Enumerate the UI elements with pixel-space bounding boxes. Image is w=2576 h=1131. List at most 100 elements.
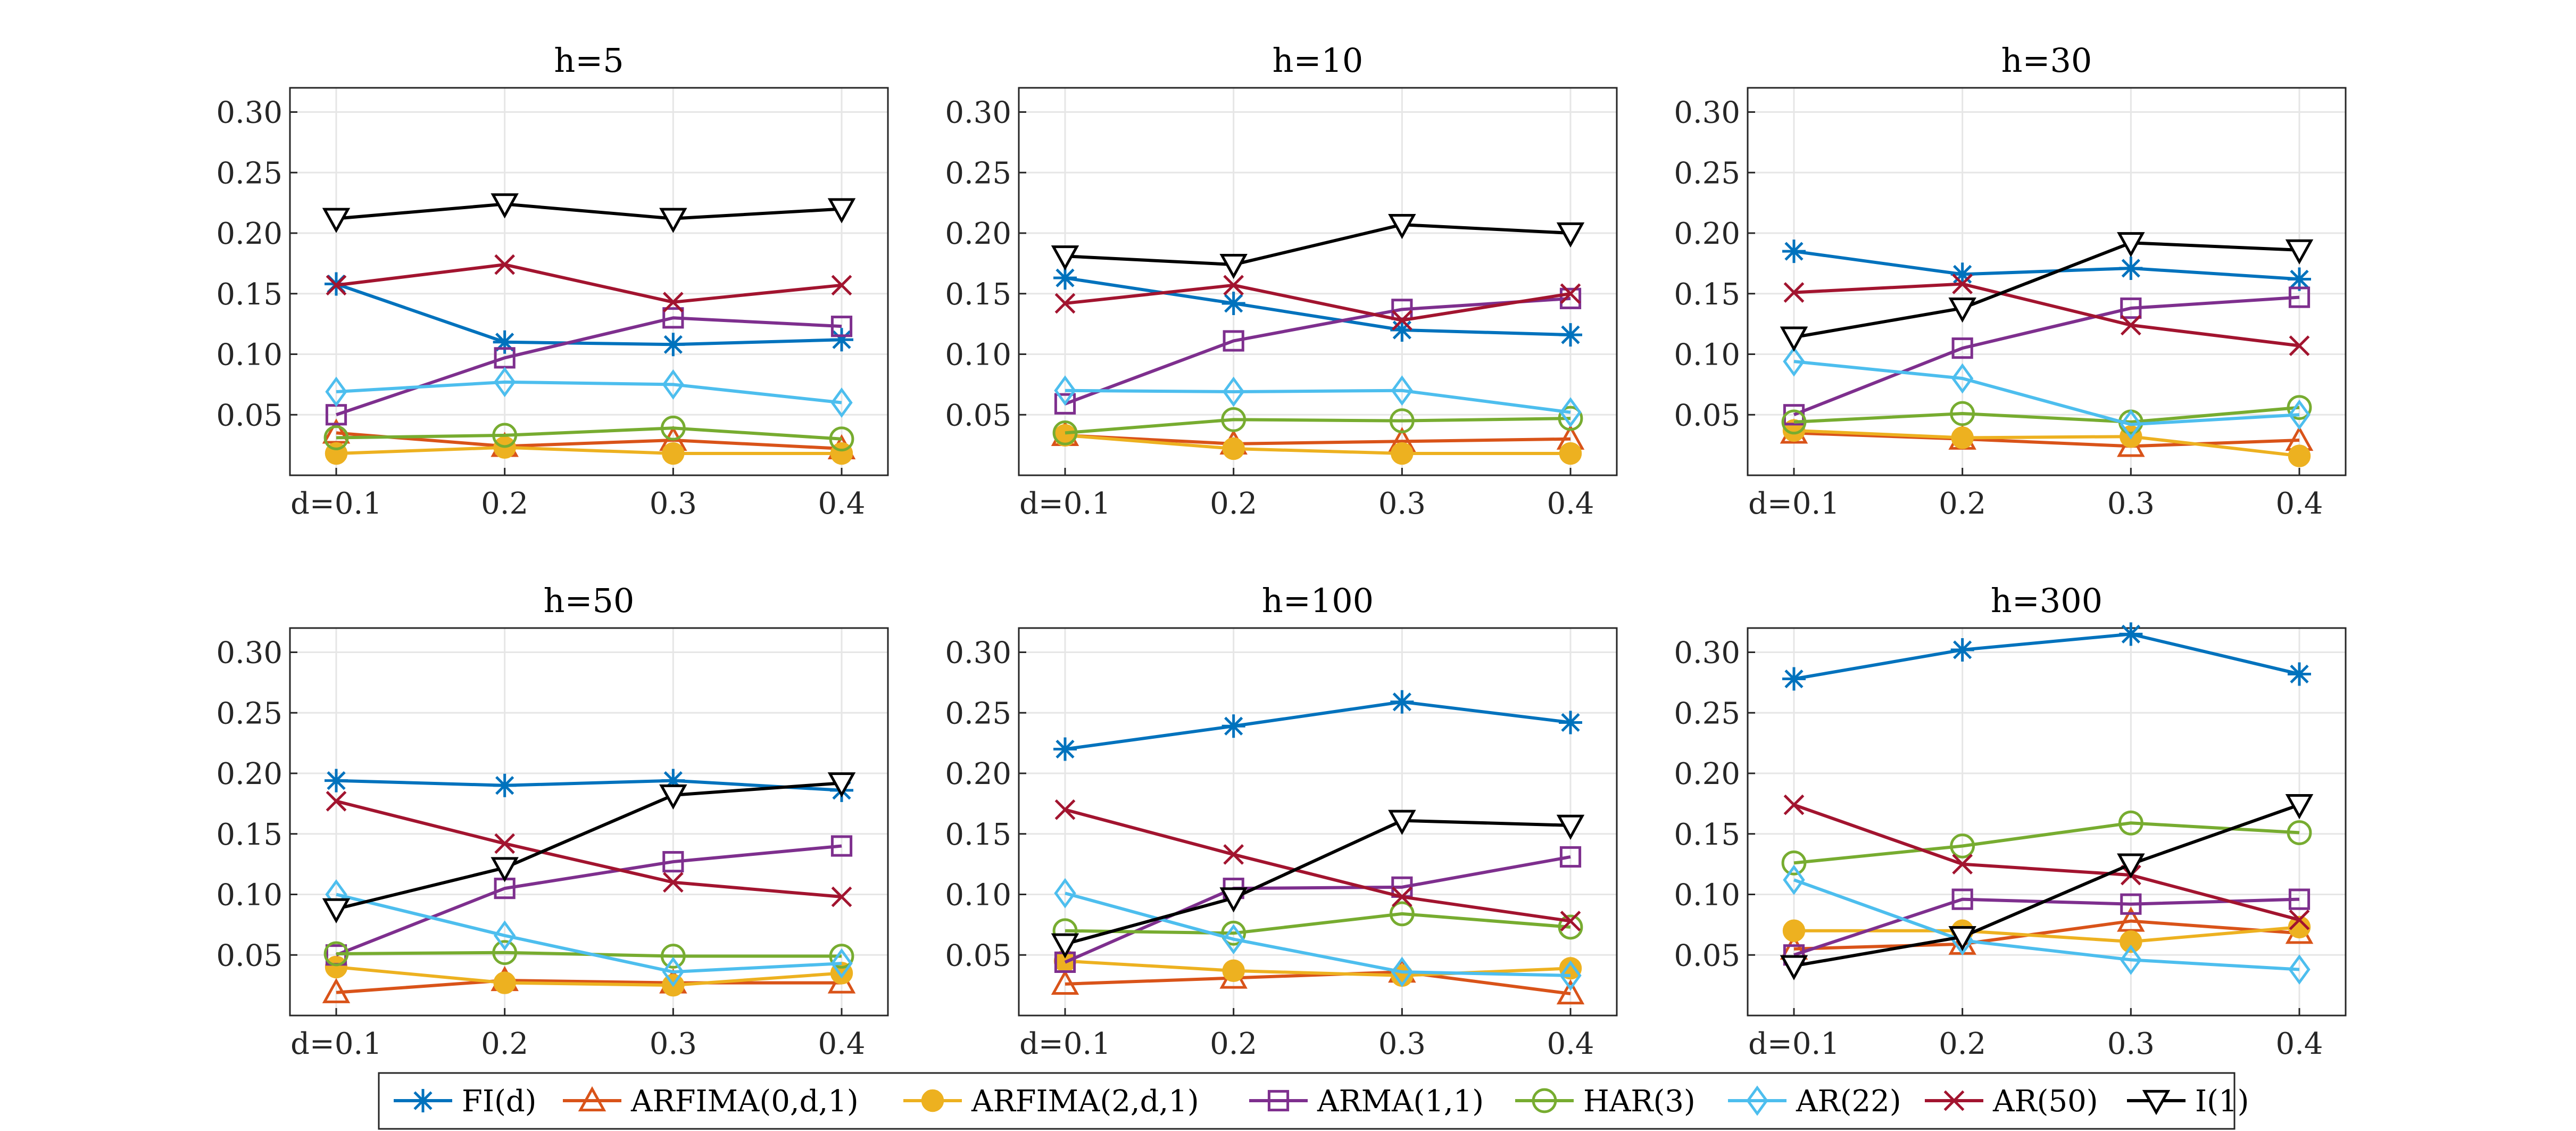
series-line <box>1793 406 2300 424</box>
y-tick-label: 0.25 <box>216 696 282 731</box>
series-line <box>1793 821 2300 865</box>
data-point <box>1952 274 1973 294</box>
data-point <box>1054 375 1076 406</box>
series-line <box>1793 360 2300 426</box>
x-tick-label: 0.3 <box>650 486 697 521</box>
series-ar-50 <box>326 790 852 907</box>
chart-panels: 0.30 0.25 0.20 0.15 0.10 0.05 d=0.1 0.2 0.3 0.4 h=… <box>216 41 2347 1061</box>
data-point <box>1780 326 1808 352</box>
data-point <box>1951 363 1974 394</box>
data-point <box>830 835 853 857</box>
data-point <box>1054 878 1076 909</box>
data-point <box>662 956 685 987</box>
data-point <box>1558 406 1583 431</box>
axes-box <box>1018 627 1618 1017</box>
legend-item-ar-22: AR(22) <box>1728 1084 1901 1119</box>
y-tick-label: 0.30 <box>216 96 282 130</box>
series-ar-50 <box>1054 275 1581 331</box>
x-tick-label: d=0.1 <box>290 486 382 521</box>
data-point <box>493 971 516 994</box>
series-line <box>1794 925 2300 944</box>
data-point <box>493 773 517 797</box>
data-point <box>2288 399 2311 430</box>
legend-marker <box>411 1089 435 1112</box>
data-point <box>662 872 684 893</box>
series-line <box>1065 389 1571 414</box>
data-point <box>830 316 853 337</box>
panel-title: h=30 <box>2001 41 2092 80</box>
series-line <box>336 263 842 304</box>
data-point <box>2289 335 2310 356</box>
series-i-1 <box>1051 810 1585 959</box>
data-point <box>2120 944 2142 975</box>
axes-box <box>1018 87 1618 476</box>
data-point <box>1222 376 1245 407</box>
y-tick-label: 0.15 <box>216 818 282 852</box>
data-point <box>492 423 518 448</box>
data-point <box>493 920 516 951</box>
legend-label: HAR(3) <box>1583 1084 1696 1119</box>
series-line <box>1065 700 1571 751</box>
data-point <box>1782 919 1806 942</box>
x-tick-label: 0.3 <box>1378 1027 1426 1061</box>
series-line <box>1065 223 1571 267</box>
series-line <box>1793 241 2300 339</box>
plot-area <box>290 88 888 475</box>
series-line <box>1793 632 2300 681</box>
data-point <box>493 367 516 398</box>
data-point <box>2288 662 2311 686</box>
series-line <box>336 202 842 220</box>
data-point <box>1221 920 1247 946</box>
series-arma-1-1 <box>1783 286 2311 426</box>
legend-label: I(1) <box>2195 1084 2249 1119</box>
x-tick-label: 0.3 <box>2107 1027 2155 1061</box>
data-point <box>2288 444 2311 467</box>
data-point <box>1781 850 1807 876</box>
data-point <box>1054 293 1076 314</box>
series-line <box>336 426 842 441</box>
data-point <box>1391 310 1412 331</box>
data-point <box>322 898 351 923</box>
y-tick-label: 0.30 <box>945 636 1011 671</box>
series-line <box>1065 912 1571 935</box>
data-point <box>325 769 348 792</box>
x-tick-label: 0.4 <box>1547 1027 1594 1061</box>
data-point <box>2289 909 2310 930</box>
panel-h-50: 0.30 0.25 0.20 0.15 0.10 0.05 d=0.1 0.2 0.3 0.4 h=… <box>216 581 889 1061</box>
series-line <box>336 799 842 899</box>
x-tick-label: 0.2 <box>1939 486 1986 521</box>
data-point <box>1390 318 1414 342</box>
y-tick-label: 0.25 <box>945 696 1011 731</box>
data-point <box>1391 375 1414 406</box>
y-tick-label: 0.05 <box>945 398 1011 433</box>
data-point <box>1221 407 1247 432</box>
panel-title: h=50 <box>544 581 635 620</box>
y-tick-label: 0.30 <box>216 636 282 671</box>
data-point <box>827 772 856 798</box>
data-point <box>662 442 685 465</box>
y-tick-label: 0.20 <box>216 757 282 791</box>
data-point <box>322 978 351 1003</box>
series-har-3 <box>1781 810 2312 876</box>
legend-marker <box>1532 1088 1557 1113</box>
series-har-3 <box>323 415 854 452</box>
data-point <box>1781 409 1807 435</box>
data-point <box>491 857 519 882</box>
series-line <box>1065 891 1571 977</box>
data-point <box>2119 622 2143 646</box>
data-point <box>829 944 854 969</box>
data-point <box>659 784 687 810</box>
legend-item-arfima-2-d-1: ARFIMA(2,d,1) <box>903 1084 1199 1119</box>
series-i-1 <box>1780 794 2314 980</box>
panel-title: h=10 <box>1273 41 1364 80</box>
y-tick-label: 0.05 <box>1674 938 1740 973</box>
panel-title: h=100 <box>1262 581 1374 620</box>
series-ar-22 <box>1783 346 2311 440</box>
data-point <box>661 769 685 792</box>
data-point <box>2120 409 2142 440</box>
series-line <box>336 431 842 450</box>
x-tick-label: d=0.1 <box>1019 486 1111 521</box>
plot-area <box>1019 88 1617 475</box>
x-tick-label: 0.2 <box>1210 486 1257 521</box>
data-point <box>1783 864 1805 895</box>
